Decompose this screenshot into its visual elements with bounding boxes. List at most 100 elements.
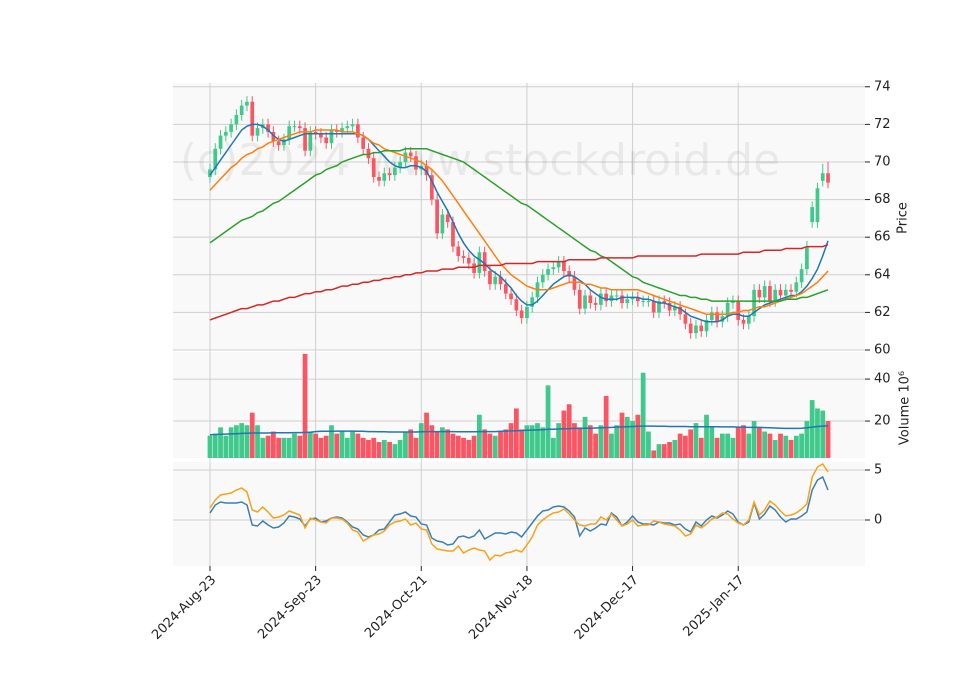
candle-body [255, 128, 260, 136]
candle-body [361, 137, 366, 149]
candle-body [546, 269, 550, 275]
volume-bar [545, 385, 551, 458]
candle-body [805, 246, 809, 270]
candle-body [577, 289, 582, 309]
candle-body [736, 301, 741, 320]
candle-body [250, 101, 255, 136]
volume-bar [329, 425, 334, 458]
volume-bar [566, 404, 572, 458]
volume-bar [667, 442, 672, 458]
candle-body [715, 312, 719, 322]
candle-body [245, 101, 249, 106]
volume-bar [772, 439, 778, 458]
candle-body [324, 137, 329, 144]
candle-body [229, 124, 233, 132]
volume-bar [413, 437, 419, 458]
volume-bar [783, 435, 789, 458]
volume-bar [434, 431, 440, 458]
volume-bar [556, 423, 561, 458]
candle-body [239, 105, 244, 115]
candle-body [609, 295, 614, 302]
x-tick-label: 2025-Jan-17 [681, 573, 748, 640]
volume-bar [693, 423, 699, 458]
volume-bar [276, 437, 282, 458]
candle-body [340, 128, 344, 132]
volume-bar [661, 444, 667, 458]
candle-body [345, 126, 350, 129]
volume-bar [825, 421, 831, 458]
volume-bar [218, 427, 223, 458]
candle-body [773, 289, 778, 302]
candle-body [583, 295, 587, 309]
candle-body [709, 312, 714, 320]
volume-bar [646, 431, 651, 458]
candle-body [556, 261, 561, 268]
candle-body [329, 130, 334, 144]
volume-bar [767, 433, 773, 458]
volume-bar [741, 425, 746, 458]
candle-body [614, 295, 619, 297]
candle-body [350, 124, 355, 127]
y-tick-label: 66 [874, 230, 891, 245]
candle-body [297, 126, 302, 129]
candle-body [778, 289, 783, 296]
volume-bar [624, 416, 630, 458]
candle-body [593, 302, 598, 305]
volume-bar [286, 437, 292, 458]
candle-body [387, 173, 392, 176]
volume-bar [466, 439, 472, 458]
candle-body [461, 255, 466, 258]
candle-body [477, 252, 482, 273]
candle-body [408, 152, 413, 157]
candle-body [657, 301, 661, 313]
volume-bar [487, 433, 493, 458]
candle-body [746, 316, 751, 324]
candle-body [667, 302, 672, 311]
volume-bar [234, 425, 239, 458]
candle-body [356, 124, 360, 138]
volume-bar [614, 425, 620, 458]
ma-line [209, 148, 829, 302]
x-tick-label: 2024-Sep-23 [255, 573, 325, 643]
volume-bar [313, 433, 319, 458]
candle-body [466, 257, 471, 264]
volume-bar [598, 425, 604, 458]
candle-body [768, 286, 772, 302]
volume-bar [587, 425, 593, 458]
candle-body [456, 246, 461, 256]
volume-bar [815, 408, 820, 458]
candle-body [472, 263, 476, 273]
candle-body [445, 214, 450, 223]
candle-body [234, 114, 239, 125]
candle-body [551, 267, 556, 270]
volume-bar [498, 431, 503, 458]
volume-bar [672, 439, 678, 458]
y-tick-label: 20 [874, 414, 891, 429]
volume-bar [244, 425, 250, 458]
candle-body [503, 284, 508, 294]
candle-body [826, 173, 830, 183]
candle-body [366, 148, 371, 159]
volume-bar [371, 437, 377, 458]
volume-bar [635, 414, 641, 458]
ma-line [209, 243, 829, 321]
candle-body [525, 306, 529, 319]
volume-bar [762, 431, 768, 458]
volume-bar [418, 423, 424, 458]
volume-bar [302, 353, 308, 458]
volume-bar [350, 431, 355, 458]
candle-body [741, 319, 746, 324]
y-tick-label: 70 [874, 154, 891, 169]
candle-body [319, 133, 323, 138]
volume-bar [249, 412, 255, 458]
y-tick-label: 72 [874, 117, 891, 132]
volume-bar [788, 439, 794, 458]
y-axis-label: Price [896, 202, 911, 234]
oscillator-line [209, 462, 829, 562]
candle-body [699, 325, 704, 332]
volume-bar [366, 439, 371, 458]
candle-body [651, 301, 656, 313]
volume-bar [255, 425, 260, 458]
candle-body [683, 314, 688, 324]
volume-bar [265, 435, 271, 458]
